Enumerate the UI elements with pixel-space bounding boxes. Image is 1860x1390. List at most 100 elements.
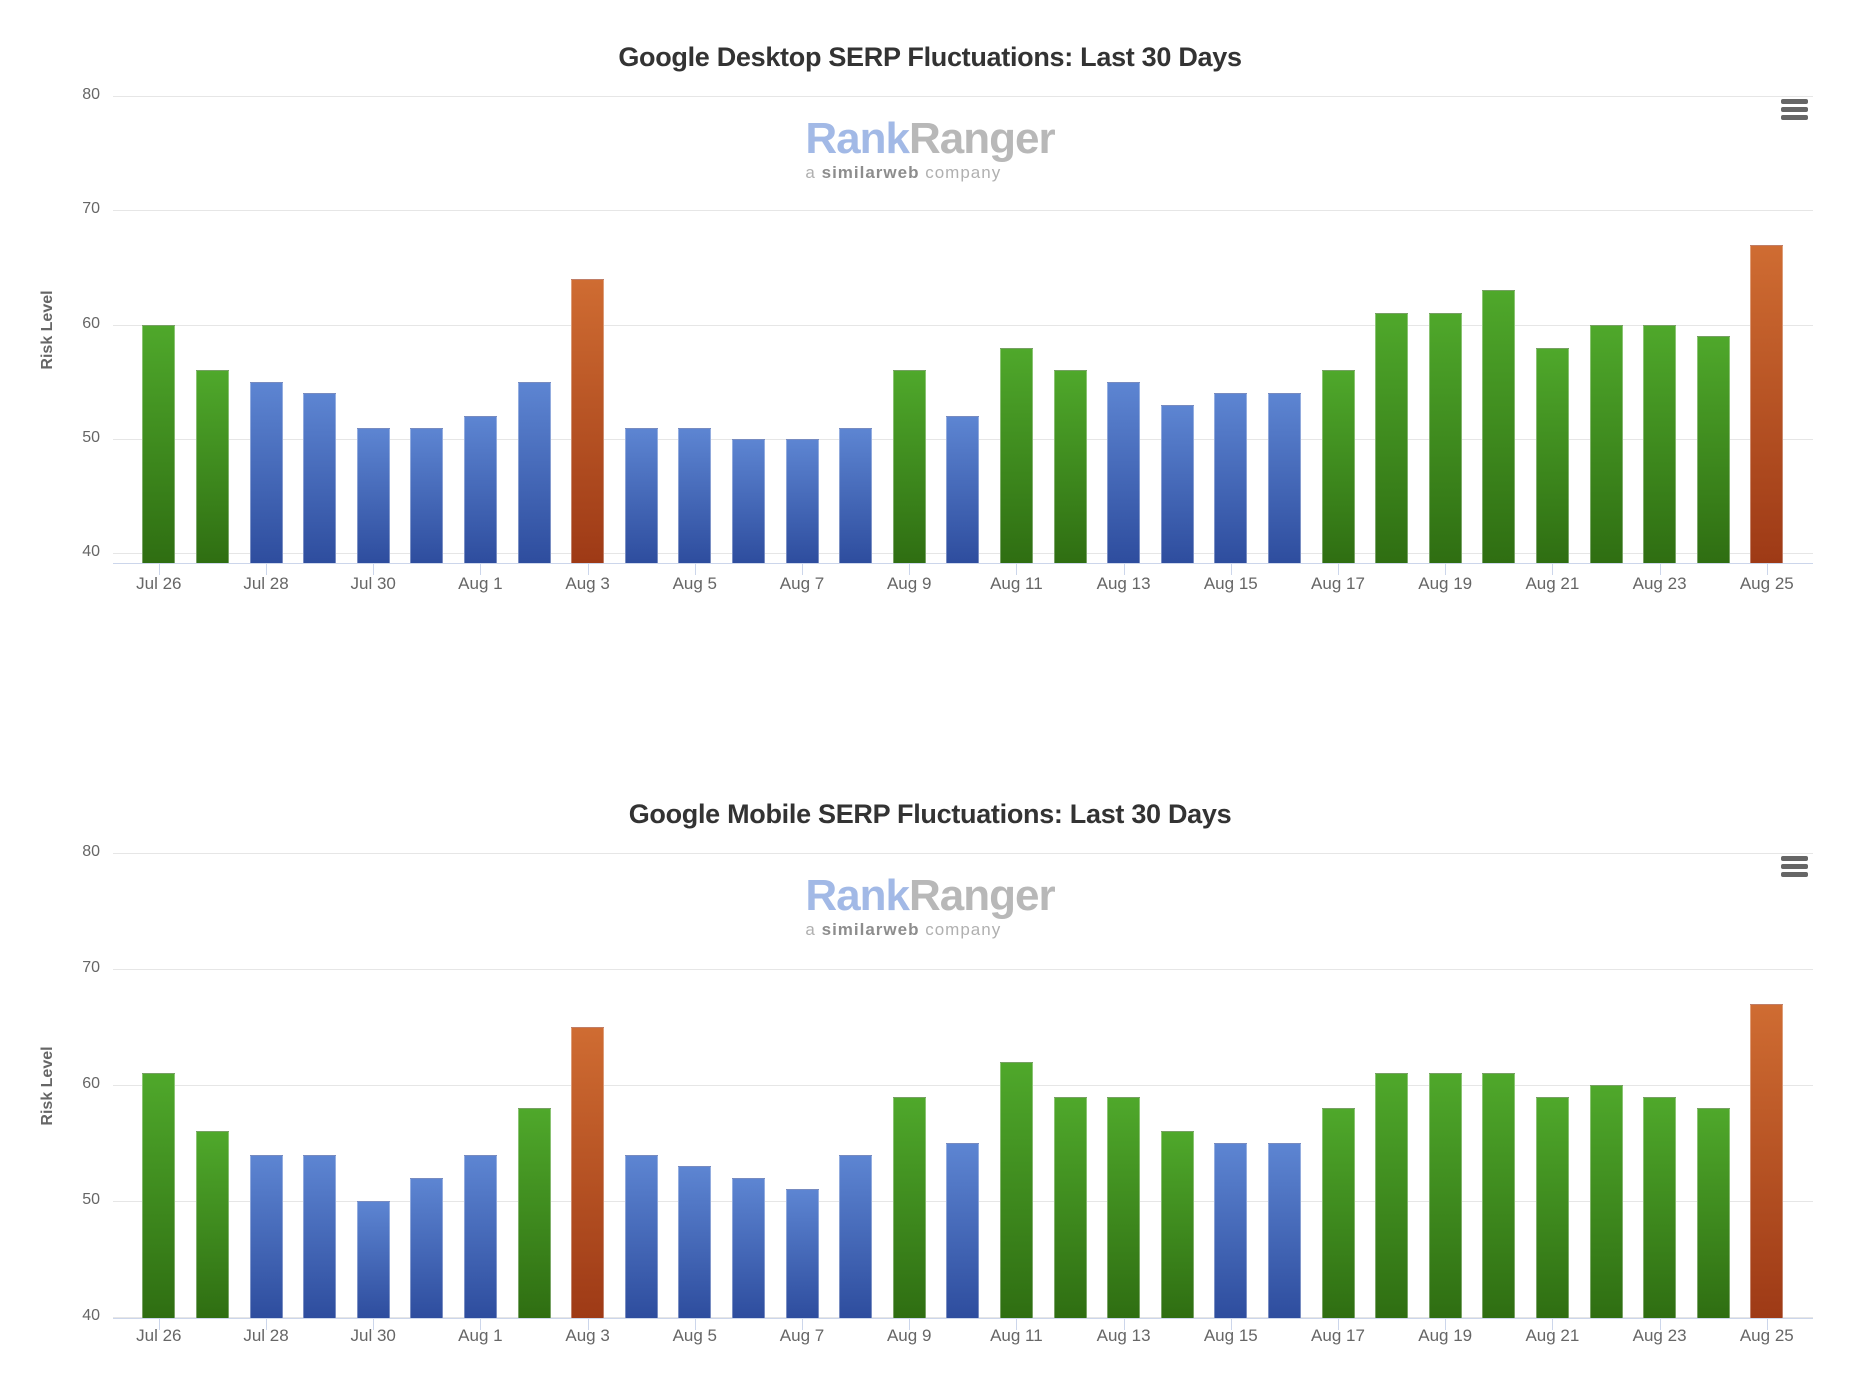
bar-jul-28[interactable] [249,381,283,564]
x-axis-label-jul-30: Jul 30 [350,574,396,593]
bar-aug-15[interactable] [1214,393,1248,563]
x-axis-tick [1766,1319,1768,1330]
bar-aug-4[interactable] [624,1154,658,1318]
bar-aug-16[interactable] [1267,393,1301,563]
bar-jul-29[interactable] [303,393,337,563]
bar-aug-8[interactable] [839,1154,873,1318]
x-axis-label-aug-21: Aug 21 [1525,574,1580,593]
bar-aug-14[interactable] [1160,1131,1194,1318]
bar-aug-25[interactable] [1750,1003,1784,1318]
bar-jul-31[interactable] [410,427,444,563]
bar-aug-2[interactable] [517,1108,551,1318]
bar-jul-30[interactable] [356,427,390,563]
bar-aug-5[interactable] [678,427,712,563]
bar-jul-30[interactable] [356,1201,390,1318]
bar-aug-4[interactable] [624,427,658,563]
x-axis-tick [909,564,911,575]
y-axis-label-70: 70 [82,959,100,976]
menu-bar [1781,115,1808,120]
bar-aug-24[interactable] [1696,336,1730,563]
bar-aug-5[interactable] [678,1166,712,1318]
bar-aug-14[interactable] [1160,404,1194,563]
bar-jul-28[interactable] [249,1154,283,1318]
bar-aug-13[interactable] [1107,1096,1141,1318]
bar-aug-11[interactable] [999,1061,1033,1318]
bar-aug-17[interactable] [1321,1108,1355,1318]
bar-jul-29[interactable] [303,1154,337,1318]
bar-aug-15[interactable] [1214,1143,1248,1318]
x-axis-tick [1123,1319,1125,1330]
bar-aug-22[interactable] [1589,324,1623,563]
bar-aug-8[interactable] [839,427,873,563]
bar-aug-3[interactable] [571,1027,605,1318]
hamburger-menu-icon[interactable] [1781,99,1808,123]
bar-aug-23[interactable] [1643,324,1677,563]
x-axis-label-aug-19: Aug 19 [1418,1326,1473,1345]
bar-aug-17[interactable] [1321,370,1355,563]
bar-aug-7[interactable] [785,1189,819,1318]
bar-aug-1[interactable] [463,1154,497,1318]
x-axis-label-aug-3: Aug 3 [565,1326,610,1345]
hamburger-menu-icon[interactable] [1781,856,1808,880]
x-axis-tick [158,1319,160,1330]
x-axis-label-aug-9: Aug 9 [886,574,932,593]
x-axis-label-jul-26: Jul 26 [136,1326,182,1345]
bar-aug-2[interactable] [517,381,551,564]
bar-aug-16[interactable] [1267,1143,1301,1318]
x-axis-label-aug-15: Aug 15 [1203,1326,1258,1345]
bar-aug-1[interactable] [463,416,497,563]
x-axis-tick [1552,564,1554,575]
bar-aug-24[interactable] [1696,1108,1730,1318]
bar-jul-27[interactable] [195,370,229,563]
chart-title-mobile: Google Mobile SERP Fluctuations: Last 30… [628,799,1232,829]
bar-aug-21[interactable] [1535,1096,1569,1318]
x-axis-tick [480,1319,482,1330]
bar-aug-12[interactable] [1053,1096,1087,1318]
bar-aug-9[interactable] [892,370,926,563]
bar-jul-26[interactable] [142,324,176,563]
x-axis-tick [266,564,267,575]
x-axis-label-aug-19: Aug 19 [1418,574,1473,593]
bar-aug-18[interactable] [1375,1073,1409,1318]
x-axis-tick [1766,564,1768,575]
bar-aug-19[interactable] [1428,313,1462,563]
bar-aug-18[interactable] [1375,313,1409,563]
bar-aug-20[interactable] [1482,1073,1516,1318]
x-axis-label-aug-5: Aug 5 [672,574,718,593]
bar-aug-25[interactable] [1750,244,1784,563]
bar-aug-6[interactable] [731,438,765,563]
x-axis-tick [802,564,803,575]
x-axis-line [113,1318,1813,1319]
bar-jul-26[interactable] [142,1073,176,1318]
y-axis-label-40: 40 [82,543,100,561]
bar-aug-9[interactable] [892,1096,926,1318]
bar-aug-7[interactable] [785,438,819,563]
bar-aug-3[interactable] [571,278,605,563]
bar-aug-23[interactable] [1643,1096,1677,1318]
menu-bar [1781,872,1808,877]
bar-aug-21[interactable] [1535,347,1569,563]
bar-jul-31[interactable] [410,1177,444,1318]
bar-aug-6[interactable] [731,1177,765,1318]
bar-aug-20[interactable] [1482,290,1516,563]
bar-aug-10[interactable] [946,416,980,563]
x-axis-tick [373,564,375,575]
bar-aug-12[interactable] [1053,370,1087,563]
x-axis-tick [1659,1319,1661,1330]
gridline-60 [113,324,1813,326]
bar-aug-10[interactable] [946,1143,980,1318]
x-axis-label-aug-25: Aug 25 [1739,1326,1794,1345]
x-axis-tick [373,1319,375,1330]
bar-aug-19[interactable] [1428,1073,1462,1318]
x-axis-tick [1445,1319,1447,1330]
bar-jul-27[interactable] [195,1131,229,1318]
x-axis-label-aug-7: Aug 7 [779,574,825,593]
bar-aug-11[interactable] [999,347,1033,563]
menu-bar [1781,864,1808,869]
bar-aug-22[interactable] [1589,1085,1623,1318]
x-axis-tick [1123,564,1125,575]
bar-aug-13[interactable] [1107,381,1141,564]
